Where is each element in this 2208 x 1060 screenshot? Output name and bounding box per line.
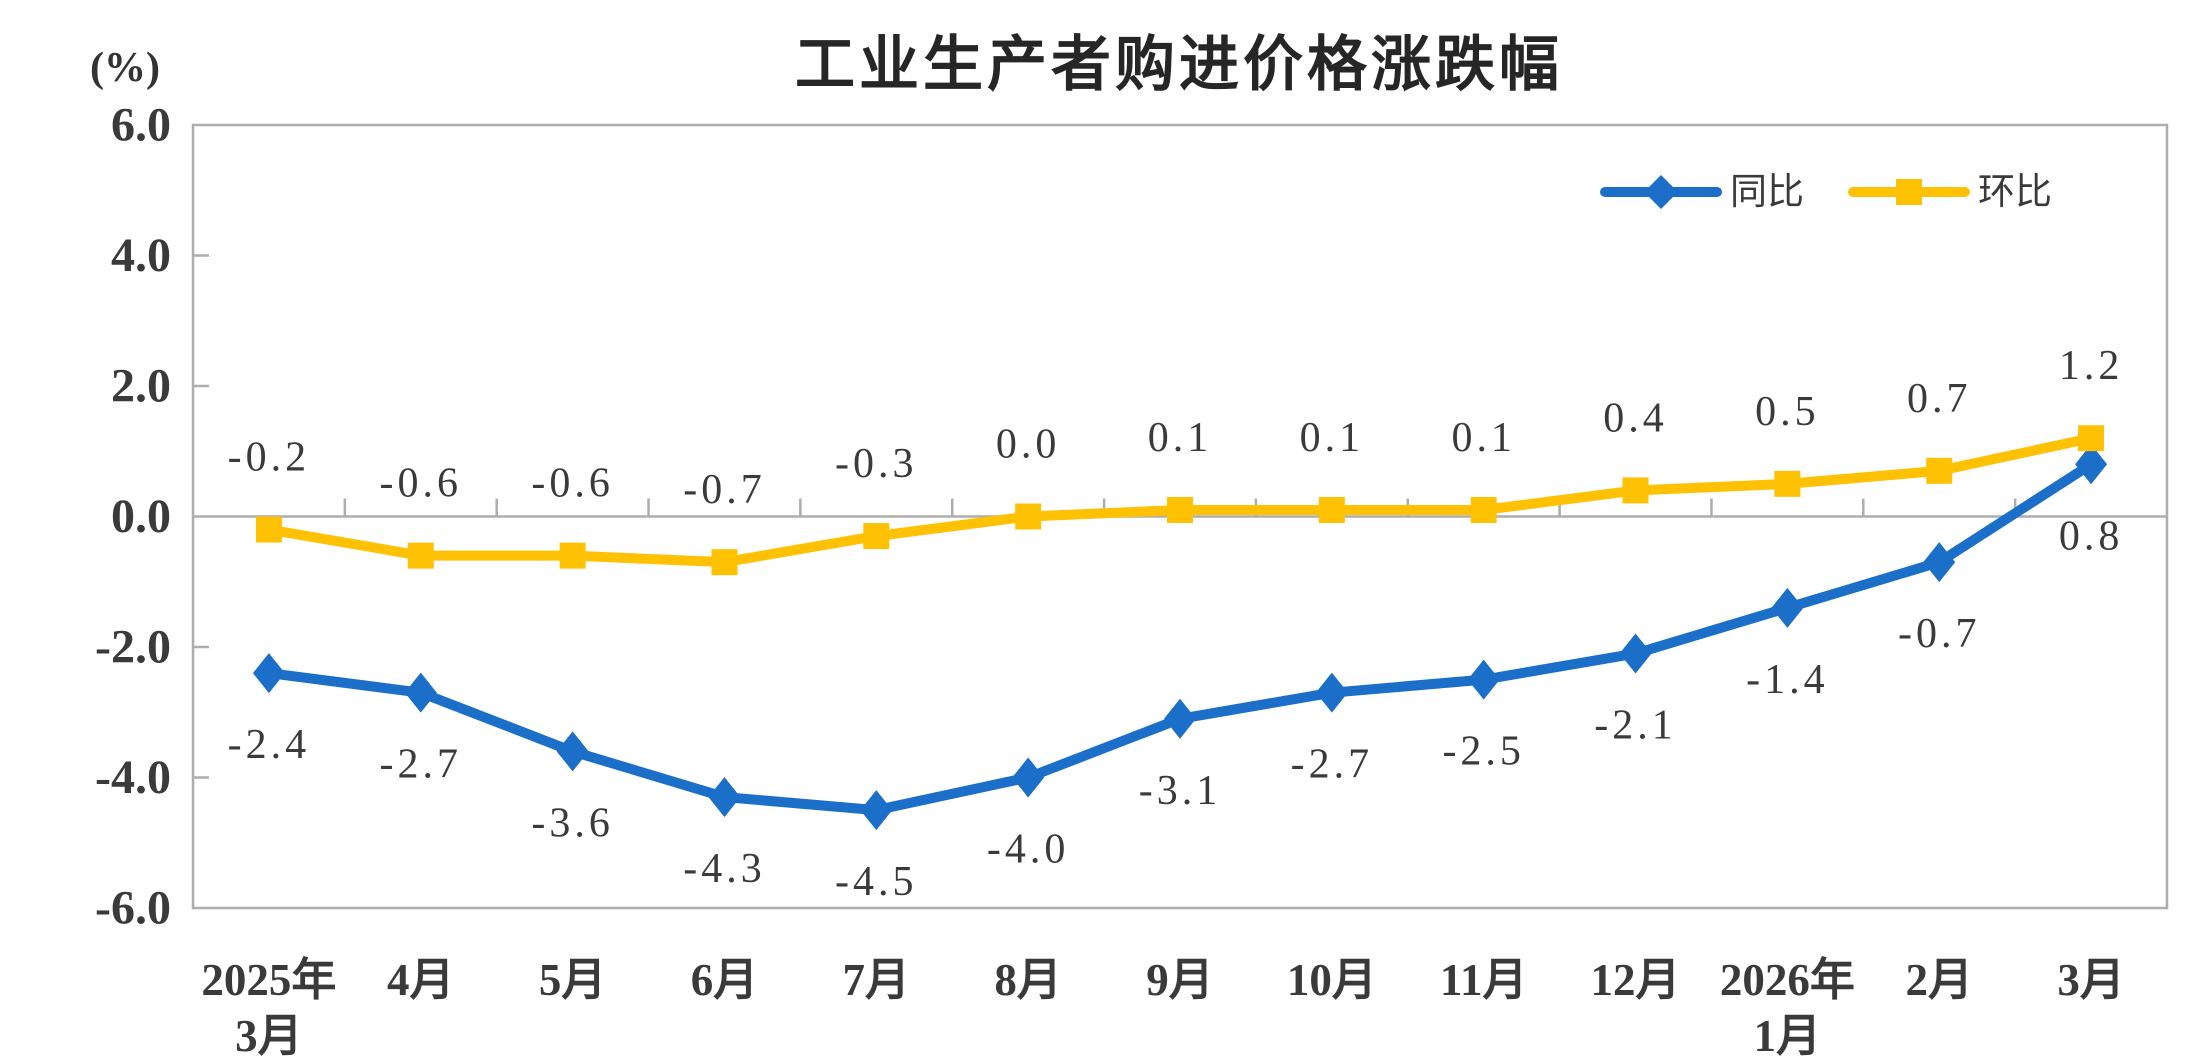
data-point-环比-8 bbox=[1470, 496, 1497, 523]
x-axis-label-2: 5月 bbox=[539, 955, 607, 1005]
data-point-环比-12 bbox=[2078, 425, 2105, 452]
data-point-环比-0 bbox=[255, 516, 282, 543]
x-axis-label-9: 12月 bbox=[1591, 955, 1681, 1005]
y-axis-label-5: -4.0 bbox=[95, 751, 171, 804]
x-axis-label-7: 10月 bbox=[1287, 955, 1377, 1005]
legend-label-yoy: 同比 bbox=[1730, 171, 1804, 213]
data-label-同比-8: -2.5 bbox=[1442, 729, 1525, 775]
x-axis-label-1: 4月 bbox=[387, 955, 455, 1005]
x-axis-label-3: 6月 bbox=[691, 955, 759, 1005]
y-axis-label-6: -6.0 bbox=[95, 882, 171, 935]
legend-item-yoy: 同比 bbox=[1600, 170, 1804, 214]
data-label-环比-1: -0.6 bbox=[380, 461, 463, 507]
x-axis-label-0-line2: 3月 bbox=[235, 1011, 303, 1060]
data-point-环比-11 bbox=[1926, 457, 1953, 484]
y-axis-label-4: -2.0 bbox=[95, 621, 171, 674]
data-point-环比-7 bbox=[1318, 496, 1345, 523]
data-label-同比-12: 0.8 bbox=[2059, 513, 2124, 559]
data-point-环比-2 bbox=[559, 542, 586, 569]
data-label-环比-8: 0.1 bbox=[1451, 415, 1516, 461]
data-point-环比-10 bbox=[1774, 470, 1801, 497]
data-point-环比-6 bbox=[1167, 496, 1193, 523]
data-point-环比-4 bbox=[863, 523, 890, 550]
mom-line-square-swatch-icon bbox=[1848, 170, 1970, 214]
x-axis-label-10-line2: 1月 bbox=[1754, 1011, 1822, 1060]
legend-label-mom: 环比 bbox=[1978, 171, 2052, 213]
x-axis-label-10: 2026年 bbox=[1720, 955, 1855, 1005]
data-label-环比-11: 0.7 bbox=[1907, 376, 1972, 422]
x-axis-label-0: 2025年 bbox=[201, 955, 336, 1005]
data-point-同比-4 bbox=[860, 790, 893, 831]
x-axis-label-4: 7月 bbox=[843, 955, 911, 1005]
x-axis-label-12: 3月 bbox=[2057, 955, 2125, 1005]
data-point-同比-6 bbox=[1164, 698, 1196, 739]
data-label-环比-6: 0.1 bbox=[1148, 415, 1213, 461]
x-axis-label-11: 2月 bbox=[1905, 955, 1973, 1005]
data-point-同比-7 bbox=[1315, 672, 1348, 713]
data-point-环比-5 bbox=[1015, 503, 1042, 530]
data-label-同比-1: -2.7 bbox=[380, 742, 463, 788]
data-label-同比-10: -1.4 bbox=[1746, 657, 1829, 703]
y-axis-label-1: 4.0 bbox=[111, 229, 171, 282]
data-label-环比-2: -0.6 bbox=[531, 461, 614, 507]
data-label-环比-12: 1.2 bbox=[2059, 343, 2124, 389]
y-axis-label-2: 2.0 bbox=[111, 360, 171, 413]
data-point-同比-0 bbox=[252, 653, 285, 694]
data-point-同比-5 bbox=[1012, 757, 1045, 798]
y-axis-label-3: 0.0 bbox=[111, 490, 171, 543]
data-label-环比-3: -0.7 bbox=[683, 467, 766, 513]
y-axis-label-0: 6.0 bbox=[111, 99, 171, 152]
data-point-同比-8 bbox=[1467, 659, 1500, 700]
data-point-同比-9 bbox=[1619, 633, 1652, 674]
x-axis-label-8: 11月 bbox=[1440, 955, 1528, 1005]
data-label-同比-9: -2.1 bbox=[1594, 703, 1677, 749]
data-label-环比-0: -0.2 bbox=[228, 435, 311, 481]
data-label-环比-10: 0.5 bbox=[1755, 389, 1820, 435]
x-axis-label-5: 8月 bbox=[994, 955, 1062, 1005]
data-point-环比-3 bbox=[711, 549, 738, 576]
data-label-同比-4: -4.5 bbox=[835, 859, 918, 905]
data-point-环比-1 bbox=[407, 542, 434, 569]
data-label-同比-7: -2.7 bbox=[1291, 742, 1374, 788]
data-label-环比-5: 0.0 bbox=[996, 422, 1061, 468]
data-label-环比-9: 0.4 bbox=[1603, 395, 1668, 441]
x-axis-label-6: 9月 bbox=[1146, 955, 1214, 1005]
data-point-同比-2 bbox=[556, 731, 589, 772]
data-label-环比-7: 0.1 bbox=[1300, 415, 1365, 461]
data-label-同比-0: -2.4 bbox=[228, 722, 311, 768]
data-point-环比-9 bbox=[1622, 477, 1649, 504]
data-label-同比-5: -4.0 bbox=[987, 827, 1070, 873]
data-point-同比-3 bbox=[708, 777, 741, 818]
data-point-同比-11 bbox=[1923, 542, 1956, 583]
y-axis-unit-label: (%) bbox=[90, 45, 160, 91]
data-label-环比-4: -0.3 bbox=[835, 441, 918, 487]
data-point-同比-12 bbox=[2075, 444, 2108, 485]
data-point-同比-1 bbox=[404, 672, 437, 713]
yoy-line-diamond-swatch-icon bbox=[1600, 170, 1722, 214]
legend: 同比 环比 bbox=[1600, 170, 2052, 214]
data-label-同比-11: -0.7 bbox=[1898, 611, 1981, 657]
data-label-同比-6: -3.1 bbox=[1139, 768, 1222, 814]
data-label-同比-3: -4.3 bbox=[683, 846, 766, 892]
data-point-同比-10 bbox=[1771, 587, 1804, 628]
data-label-同比-2: -3.6 bbox=[531, 800, 614, 846]
legend-item-mom: 环比 bbox=[1848, 170, 2052, 214]
chart-title: 工业生产者购进价格涨跌幅 bbox=[795, 31, 1563, 98]
